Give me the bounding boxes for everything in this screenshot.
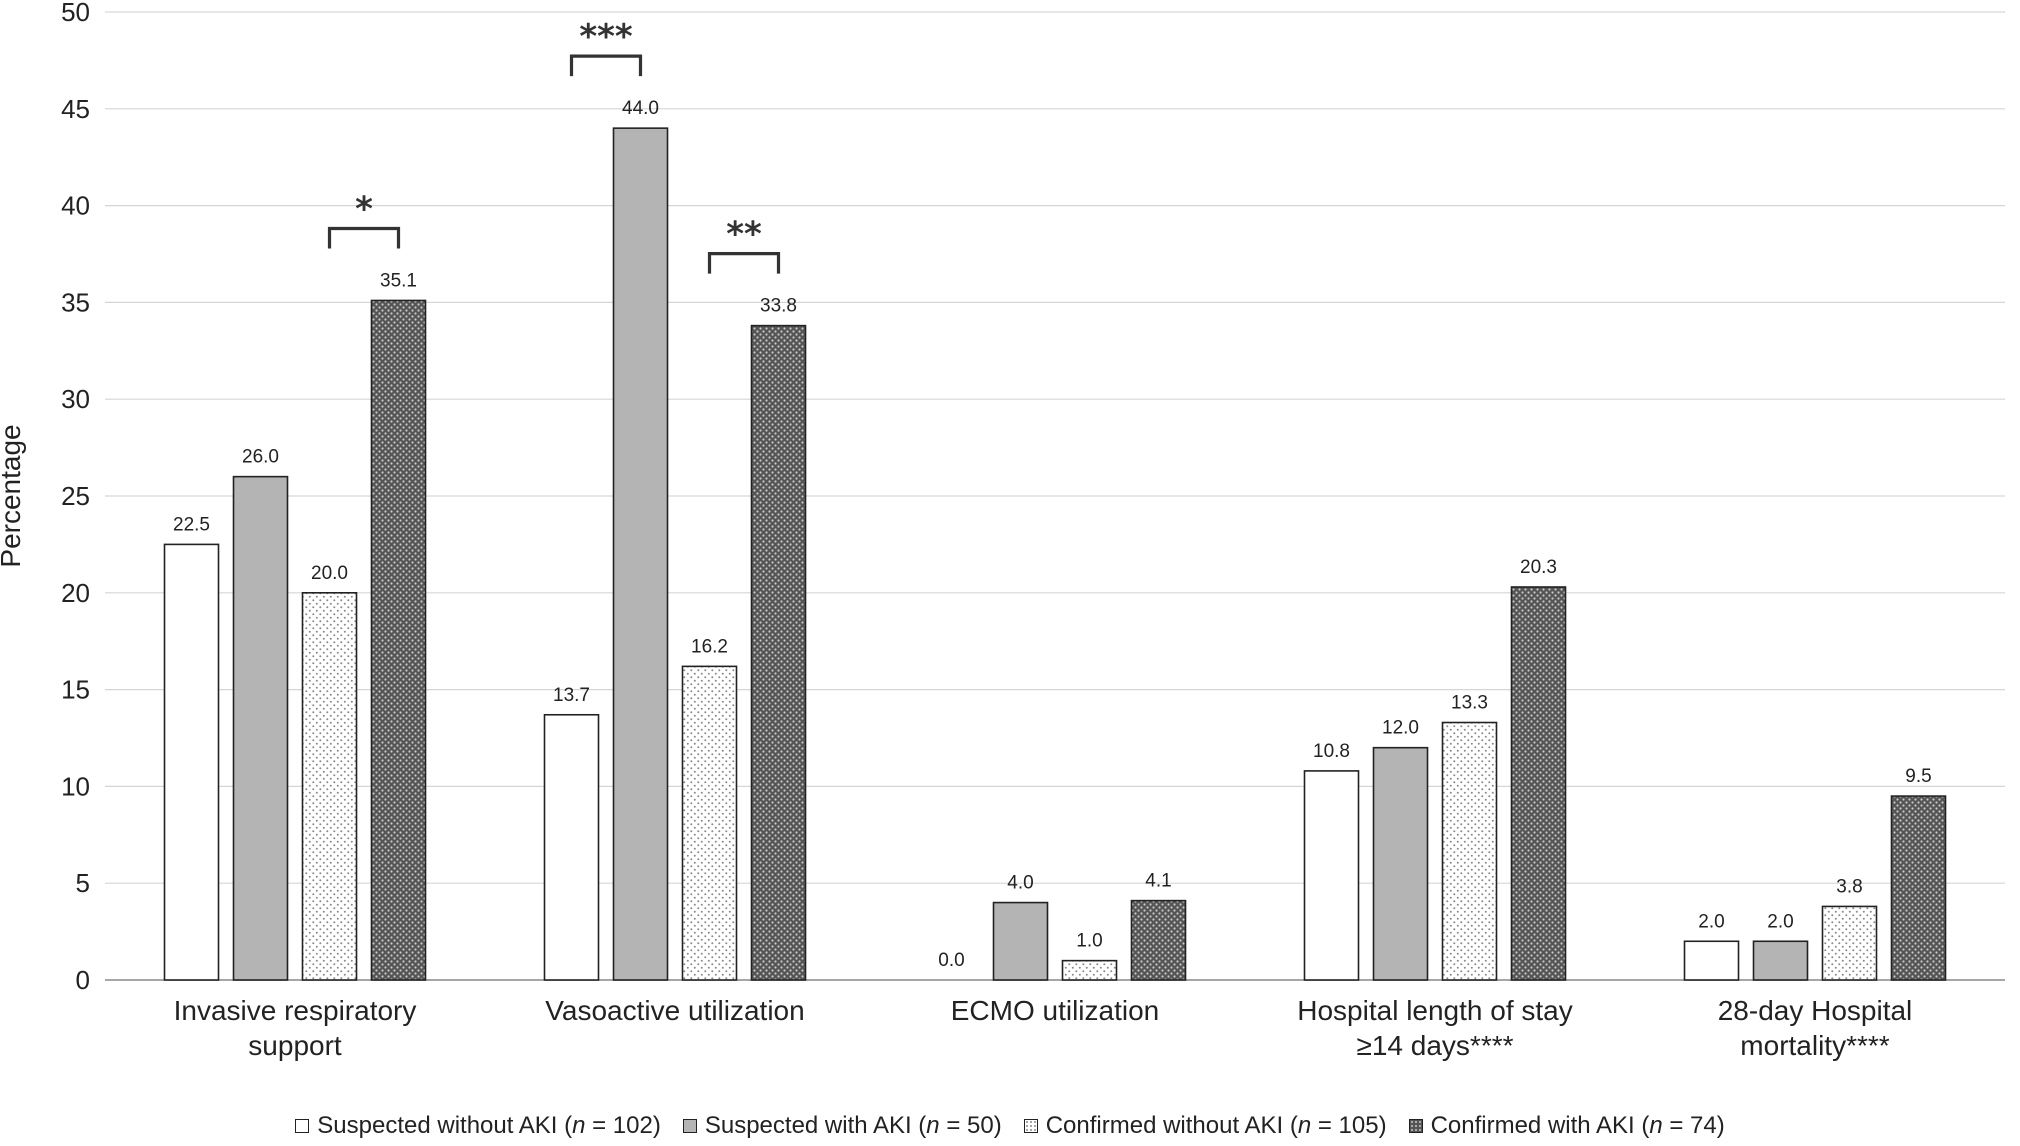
bar: [1303, 770, 1360, 981]
x-category-label: mortality****: [1740, 1030, 1889, 1061]
bar-value-label: 20.3: [1520, 557, 1557, 578]
significance-marker: *: [355, 189, 373, 229]
bar: [370, 299, 427, 981]
bar: [750, 324, 807, 981]
bar-value-label: 20.0: [311, 563, 348, 584]
y-tick-label: 0: [76, 965, 90, 995]
legend-label: Suspected with AKI (n = 50): [704, 1112, 1002, 1139]
legend-item: Confirmed with AKI (n = 74): [1408, 1112, 1725, 1140]
legend-item: Confirmed without AKI (n = 105): [1023, 1112, 1387, 1140]
x-category-label: 28-day Hospital: [1718, 995, 1913, 1026]
x-category-label: support: [248, 1030, 342, 1061]
legend-swatch: [1408, 1119, 1423, 1133]
bar-value-label: 2.0: [1698, 911, 1724, 932]
bar: [543, 713, 600, 981]
legend-label: Suspected without AKI (n = 102): [317, 1112, 661, 1139]
y-tick-label: 30: [61, 384, 90, 414]
bar: [992, 901, 1049, 981]
y-tick-label: 25: [61, 481, 90, 511]
y-tick-label: 35: [61, 287, 90, 317]
bar-value-label: 4.1: [1145, 871, 1171, 892]
significance-bracket: [569, 54, 643, 77]
value-labels: 22.5 26.0 20.0 35.1 13.7 44.0 16.2 33.8 0.0 4.0 1.…: [173, 98, 1932, 971]
bar: [1061, 959, 1118, 981]
bar-value-label: 12.0: [1382, 718, 1419, 739]
legend-swatch: [682, 1119, 697, 1133]
y-tick-label: 10: [61, 771, 90, 801]
bar: [301, 591, 358, 981]
y-tick-label: 45: [61, 94, 90, 124]
bar-value-label: 0.0: [938, 950, 964, 971]
bar: [1441, 721, 1498, 981]
x-category-label: ≥14 days****: [1356, 1030, 1513, 1061]
bar-value-label: 9.5: [1905, 766, 1931, 787]
legend-item: Suspected without AKI (n = 102): [295, 1112, 661, 1140]
bar-value-label: 33.8: [760, 296, 797, 317]
bar: [1372, 746, 1429, 981]
x-category-label: Hospital length of stay: [1297, 995, 1573, 1026]
legend: Suspected without AKI (n = 102) Suspected…: [0, 1106, 2020, 1146]
y-tick-label: 50: [61, 0, 90, 27]
y-axis-title: Percentage: [0, 424, 26, 567]
bar: [163, 543, 220, 981]
legend-label: Confirmed without AKI (n = 105): [1045, 1112, 1387, 1139]
significance-bracket: [707, 252, 781, 274]
y-tick-label: 15: [61, 675, 90, 705]
x-category-label: Vasoactive utilization: [545, 995, 804, 1026]
bar: [1683, 940, 1740, 981]
legend-swatch: [1023, 1119, 1038, 1133]
significance-marker: **: [726, 215, 762, 255]
x-category-label: ECMO utilization: [951, 995, 1160, 1026]
bar: [1821, 905, 1878, 981]
bar-value-label: 3.8: [1836, 876, 1862, 897]
x-category-label: Invasive respiratory: [174, 995, 417, 1026]
legend-swatch: [295, 1119, 310, 1133]
significance-marker: ***: [579, 17, 633, 57]
bar-value-label: 22.5: [173, 514, 210, 535]
bar-value-label: 26.0: [242, 447, 279, 468]
x-axis-categories: Invasive respiratory support Vasoactive ut…: [174, 995, 1913, 1061]
bar-value-label: 13.3: [1451, 693, 1488, 714]
legend-label: Confirmed with AKI (n = 74): [1430, 1112, 1725, 1139]
significance-brackets: ******: [327, 17, 781, 274]
bar: [681, 665, 738, 981]
y-tick-label: 20: [61, 578, 90, 608]
bar: [1890, 795, 1947, 981]
bar: [612, 127, 669, 981]
y-tick-label: 5: [76, 868, 90, 898]
bar-value-label: 4.0: [1007, 873, 1033, 894]
bar-value-label: 16.2: [691, 636, 728, 657]
bar-value-label: 35.1: [380, 270, 417, 291]
bar-value-label: 2.0: [1767, 911, 1793, 932]
significance-bracket: [327, 226, 401, 249]
bar: [1752, 940, 1809, 981]
bar: [1130, 899, 1187, 981]
bar-value-label: 44.0: [622, 98, 659, 119]
y-axis-ticks: 0 5 10 15 20 25 30 35 40 45 50: [61, 0, 90, 995]
bar-value-label: 10.8: [1313, 741, 1350, 762]
bars: [163, 127, 1947, 981]
y-tick-label: 40: [61, 191, 90, 221]
bar-value-label: 13.7: [553, 685, 590, 706]
legend-item: Suspected with AKI (n = 50): [682, 1112, 1002, 1140]
bar-value-label: 1.0: [1076, 931, 1102, 952]
bar: [232, 475, 289, 981]
bar: [1510, 586, 1567, 981]
